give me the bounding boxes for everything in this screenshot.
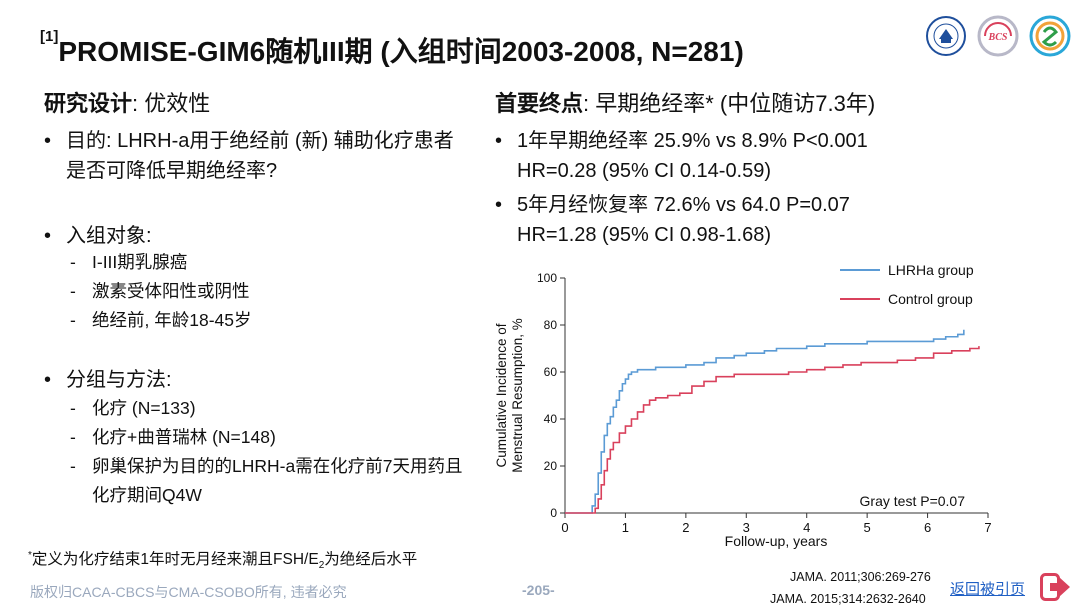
enroll-text: 入组对象: [66, 225, 152, 247]
reference-2: JAMA. 2015;314:2632-2640 [770, 592, 926, 606]
svg-text:BCS: BCS [988, 32, 1008, 43]
x-axis-label: Follow-up, years [725, 533, 828, 549]
early-menopause-line1: 1年早期绝经率 25.9% vs 8.9% P<0.001 [517, 130, 868, 152]
chart-series [565, 329, 980, 514]
design-heading: 研究设计: 优效性 [44, 86, 210, 118]
sub-dash: - [70, 310, 76, 330]
series-line-control [565, 346, 980, 514]
endpoint-heading-rest: : 早期绝经率* (中位随访7.3年) [583, 91, 876, 116]
sub-dash: - [70, 252, 76, 272]
footnote-star: * [28, 549, 32, 561]
menses-recovery-line1: 5年月经恢复率 72.6% vs 64.0 P=0.07 [517, 194, 850, 216]
university-seal-icon [926, 16, 966, 56]
method-sub-item: - 卵巢保护为目的的LHRH-a需在化疗前7天用药且化疗期间Q4W [70, 452, 470, 510]
enroll-sub-text: 激素受体阳性或阴性 [92, 281, 250, 301]
chart-svg: 0 20 40 60 80 100 0 1 2 3 4 5 6 7 Cumulative Incidence… [494, 262, 992, 549]
enroll-sub-text: 绝经前, 年龄18-45岁 [92, 310, 252, 330]
x-tick-label: 1 [622, 520, 629, 535]
method-bullet: • 分组与方法: [44, 365, 464, 395]
bullet-dot: • [495, 130, 503, 152]
footnote-sub: 2 [318, 560, 325, 572]
y-tick-label: 20 [544, 459, 558, 473]
sub-dash: - [70, 281, 76, 301]
x-tick-label: 2 [682, 520, 689, 535]
y-axis-label-line: Cumulative Incidence of [494, 323, 509, 467]
sub-dash: - [70, 456, 76, 476]
series-line-lhrha [565, 329, 965, 514]
back-to-citing-page-link[interactable]: 返回被引页 [950, 581, 1026, 598]
sub-dash: - [70, 427, 76, 447]
y-axis-label-line: Menstrual Resumption, % [510, 318, 525, 473]
chart-axes: 0 20 40 60 80 100 0 1 2 3 4 5 6 7 Cumulative Incidence… [494, 271, 992, 535]
enroll-sub-item: - 绝经前, 年龄18-45岁 [70, 306, 470, 335]
footnote: *定义为化疗结束1年时无月经来潮且FSH/E2为绝经后水平 [28, 547, 417, 571]
enroll-sub-text: I-III期乳腺癌 [92, 252, 188, 272]
early-menopause-bullet: • 1年早期绝经率 25.9% vs 8.9% P<0.001 HR=0.28 … [495, 126, 1055, 186]
y-tick-label: 0 [550, 506, 557, 520]
title-ref-sup: [1] [40, 28, 59, 45]
early-menopause-line2: HR=0.28 (95% CI 0.14-0.59) [517, 160, 772, 182]
footnote-post: 为绝经后水平 [324, 551, 418, 568]
bullet-dot: • [44, 369, 52, 391]
y-tick-label: 60 [544, 365, 558, 379]
bullet-dot: • [495, 194, 503, 216]
x-tick-label: 5 [864, 520, 871, 535]
enroll-sub-item: - 激素受体阳性或阴性 [70, 277, 470, 306]
y-tick-label: 80 [544, 318, 558, 332]
method-sub-item: - 化疗+曲普瑞林 (N=148) [70, 423, 470, 452]
method-sub-text: 化疗 (N=133) [92, 398, 196, 418]
purpose-text: 目的: LHRH-a用于绝经前 (新) 辅助化疗患者是否可降低早期绝经率? [66, 130, 454, 182]
csobo-logo-icon [1029, 15, 1071, 57]
endpoint-heading: 首要终点: 早期绝经率* (中位随访7.3年) [495, 86, 875, 118]
menses-recovery-bullet: • 5年月经恢复率 72.6% vs 64.0 P=0.07 HR=1.28 (… [495, 190, 1055, 250]
purpose-bullet: • 目的: LHRH-a用于绝经前 (新) 辅助化疗患者是否可降低早期绝经率? [44, 126, 464, 186]
method-text: 分组与方法: [66, 369, 172, 391]
legend-label: Control group [888, 291, 973, 307]
bcs-logo-icon: BCS [977, 15, 1019, 57]
chart-legend: LHRHa group Control group [840, 262, 974, 307]
title-text: PROMISE-GIM6随机III期 (入组时间2003-2008, N=281… [58, 36, 744, 67]
reference-1: JAMA. 2011;306:269-276 [790, 570, 931, 584]
menses-recovery-line2: HR=1.28 (95% CI 0.98-1.68) [517, 224, 772, 246]
x-tick-label: 3 [743, 520, 750, 535]
x-tick-label: 7 [984, 520, 991, 535]
copyright-text: 版权归CACA-CBCS与CMA-CSOBO所有, 违者必究 [30, 584, 347, 600]
cumulative-incidence-chart: 0 20 40 60 80 100 0 1 2 3 4 5 6 7 Cumulative Incidence… [490, 258, 1080, 558]
x-tick-label: 6 [924, 520, 931, 535]
y-tick-label: 100 [537, 271, 557, 285]
design-heading-bold: 研究设计 [44, 91, 133, 116]
design-heading-rest: : 优效性 [132, 91, 211, 116]
x-tick-label: 0 [561, 520, 568, 535]
gray-test-annotation: Gray test P=0.07 [860, 493, 966, 509]
endpoint-heading-bold: 首要终点 [495, 91, 584, 116]
y-tick-label: 40 [544, 412, 558, 426]
footnote-pre: 定义为化疗结束1年时无月经来潮且FSH/E [31, 551, 319, 568]
x-tick-label: 4 [803, 520, 810, 535]
bullet-dot: • [44, 130, 52, 152]
method-sub-item: - 化疗 (N=133) [70, 394, 470, 423]
sub-dash: - [70, 398, 76, 418]
y-axis-label: Cumulative Incidence ofMenstrual Resumpt… [494, 318, 525, 473]
slide-title: [1]PROMISE-GIM6随机III期 (入组时间2003-2008, N=… [40, 28, 744, 70]
enroll-bullet: • 入组对象: [44, 221, 464, 251]
method-sub-text: 化疗+曲普瑞林 (N=148) [92, 427, 276, 447]
legend-label: LHRHa group [888, 262, 974, 278]
method-sub-text: 卵巢保护为目的的LHRH-a需在化疗前7天用药且化疗期间Q4W [92, 456, 463, 505]
enroll-sub-item: - I-III期乳腺癌 [70, 248, 470, 277]
page-number: -205- [522, 582, 555, 598]
logo-group: BCS [925, 15, 1075, 60]
exit-arrow-icon[interactable] [1040, 571, 1072, 603]
bullet-dot: • [44, 225, 52, 247]
